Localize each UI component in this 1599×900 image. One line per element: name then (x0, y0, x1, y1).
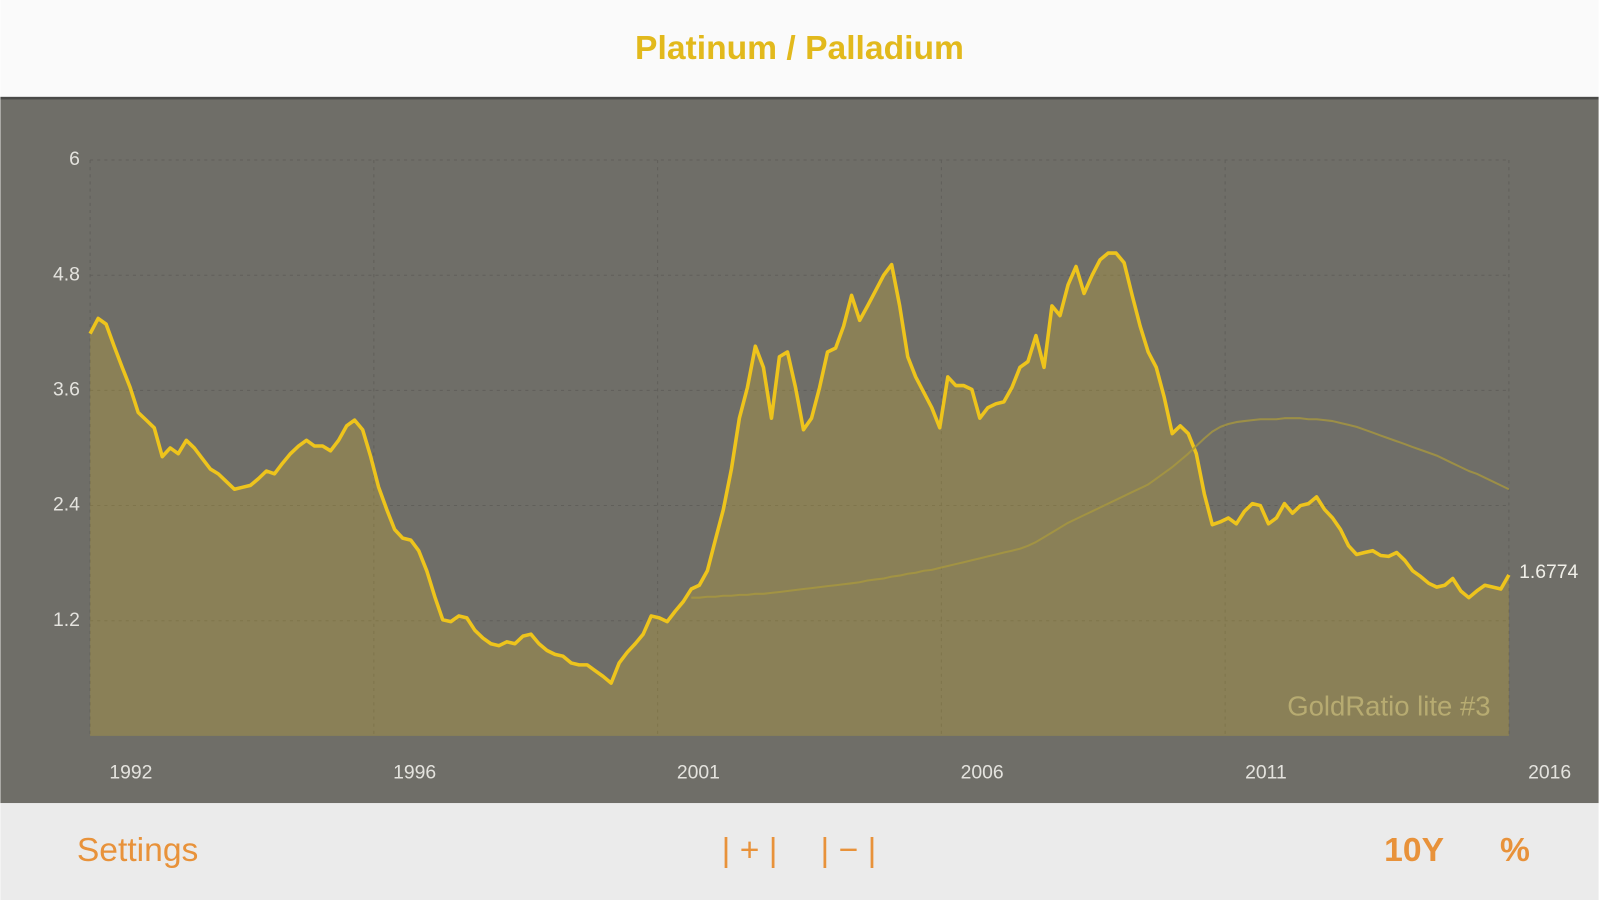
watermark: GoldRatio lite #3 (1287, 691, 1490, 722)
mode-button[interactable]: % (1500, 832, 1530, 869)
y-tick-label: 3.6 (53, 378, 80, 400)
last-value-label: 1.6774 (1519, 561, 1578, 583)
x-tick-label: 2006 (961, 762, 1004, 784)
zoom-out-button[interactable]: | − | (821, 832, 877, 869)
page-title: Platinum / Palladium (635, 30, 964, 67)
x-tick-label: 2016 (1528, 762, 1571, 784)
y-tick-label: 1.2 (53, 609, 80, 631)
header-border (0, 96, 1599, 100)
range-button[interactable]: 10Y (1384, 832, 1444, 869)
chart-background (0, 99, 1599, 804)
settings-button[interactable]: Settings (77, 832, 199, 869)
series-line (88, 251, 1511, 685)
x-tick-label: 2001 (677, 762, 720, 784)
x-tick-label: 2011 (1245, 762, 1287, 784)
y-tick-label: 2.4 (53, 494, 80, 516)
series-line (691, 417, 1510, 599)
area (90, 253, 1509, 736)
plot: 1992 1996 2001 2006 2011 2016 1.2 2.4 3.6 4.8 6 Gol… (53, 148, 1579, 784)
x-tick-label: 1992 (109, 762, 152, 784)
header-bar (0, 0, 1599, 97)
zoom-in-button[interactable]: | + | (722, 832, 778, 869)
y-tick-label: 4.8 (53, 263, 80, 285)
y-tick-label: 6 (69, 148, 80, 170)
x-tick-label: 1996 (393, 762, 436, 784)
toolbar (0, 803, 1599, 900)
